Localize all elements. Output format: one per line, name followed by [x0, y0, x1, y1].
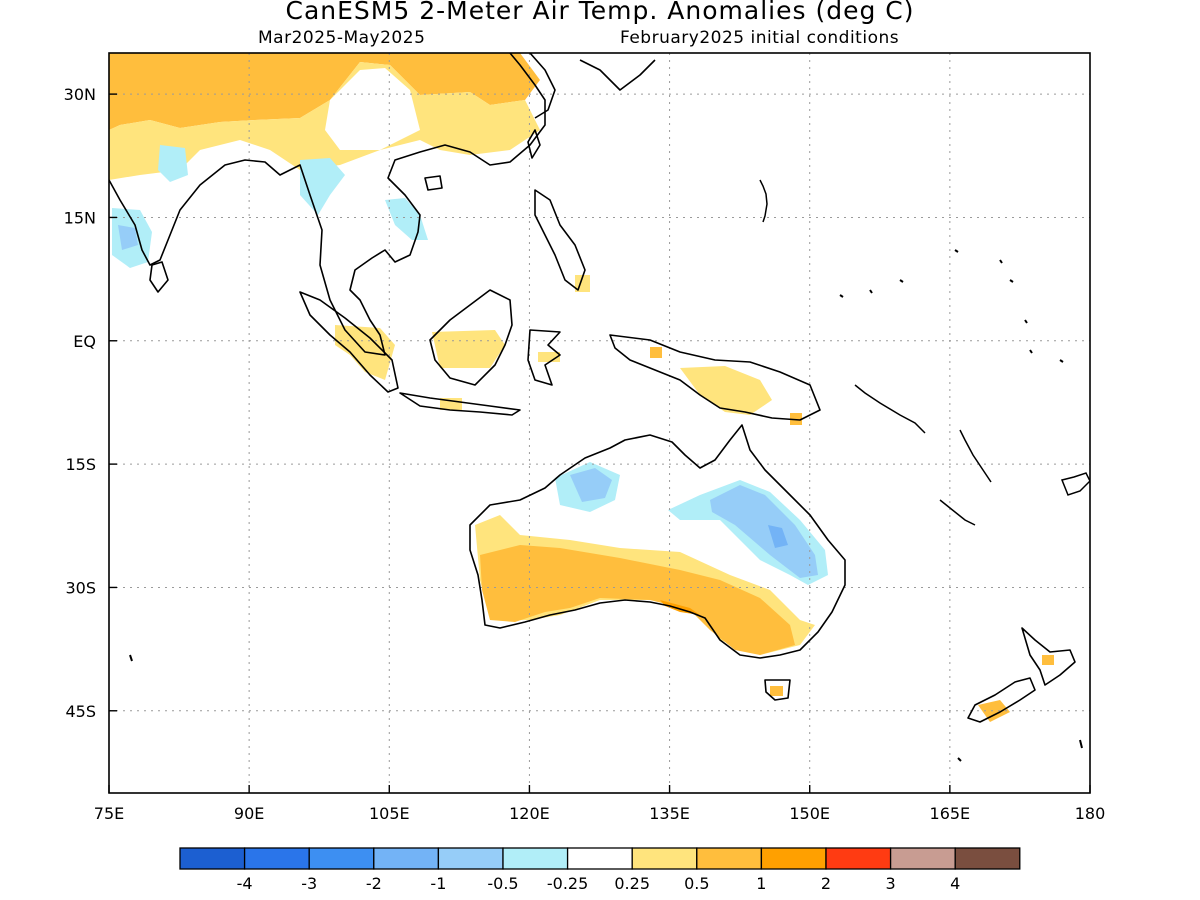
colorbar-swatch — [373, 847, 440, 870]
colorbar-label: 1 — [756, 874, 766, 893]
pacific-islands — [129, 179, 1090, 762]
lon-tick-label: 105E — [369, 804, 410, 823]
tasmania-coastline — [764, 679, 791, 701]
colorbar-swatch — [889, 847, 956, 870]
lat-tick-label: 45S — [65, 702, 96, 721]
lon-tick-label: 165E — [930, 804, 971, 823]
colorbar-swatch — [760, 847, 827, 870]
graticule — [109, 53, 1090, 793]
longitude-labels: 75E 90E 105E 120E 135E 150E 165E 180 — [94, 785, 1106, 823]
new-zealand-warm-region — [978, 700, 1010, 722]
kimberley-cool-core — [570, 468, 612, 502]
hainan-coastline — [424, 175, 443, 191]
new-guinea-coastline — [609, 334, 821, 421]
queensland-cool-core — [710, 485, 818, 578]
lat-tick-label: 15N — [64, 208, 96, 227]
java-coastline — [399, 392, 521, 416]
new-zealand-north-coastline — [1021, 627, 1076, 686]
mongolia-light-warm-region — [109, 62, 540, 180]
colorbar-swatch — [696, 847, 763, 870]
colorbar-label: -0.25 — [547, 874, 588, 893]
colorbar-label: -0.5 — [487, 874, 518, 893]
new-guinea-orange-spot — [650, 347, 662, 358]
new-guinea-warm-region — [680, 366, 772, 415]
colorbar-swatch — [437, 847, 504, 870]
colorbar-label: 0.25 — [614, 874, 650, 893]
new-zealand-south-coastline — [967, 677, 1036, 723]
sulawesi-coastline — [527, 329, 561, 386]
colorbar-label: -3 — [301, 874, 317, 893]
australia-coastline — [469, 424, 846, 659]
vietnam-cool-region — [385, 198, 428, 240]
india-cool-region — [158, 145, 188, 182]
borneo-coastline — [429, 289, 513, 386]
borneo-warm-region — [432, 330, 505, 368]
colorbar: -4 -3 -2 -1 -0.5 -0.25 0.25 0.5 1 2 3 4 — [179, 847, 1021, 893]
colorbar-swatch — [502, 847, 569, 870]
anomaly-shading — [109, 53, 1054, 722]
china-tibet-warm-region — [109, 53, 540, 130]
lon-tick-label: 90E — [234, 804, 264, 823]
latitude-labels: 30N 15N EQ 15S 30S 45S — [64, 85, 117, 721]
colorbar-swatch — [243, 847, 310, 870]
queensland-cool-center — [768, 525, 788, 548]
colorbar-swatch — [179, 847, 246, 870]
initial-conditions-label: February2025 initial conditions — [620, 28, 900, 48]
colorbar-label: 4 — [950, 874, 960, 893]
lon-tick-label: 120E — [509, 804, 550, 823]
lat-tick-label: 30S — [65, 578, 96, 597]
lat-tick-label: 15S — [65, 455, 96, 474]
lon-tick-label: 75E — [94, 804, 124, 823]
lon-tick-label: 150E — [789, 804, 830, 823]
sumatra-coastline — [299, 291, 399, 393]
philippines-coastline — [534, 189, 586, 291]
colorbar-swatch — [954, 847, 1021, 870]
colorbar-label: 3 — [886, 874, 896, 893]
sri-lanka-coastline — [149, 261, 169, 293]
korea-japan-coastline — [529, 53, 656, 119]
lon-tick-label: 180 — [1075, 804, 1106, 823]
coastlines — [109, 53, 1076, 723]
colorbar-label: -4 — [237, 874, 253, 893]
colorbar-label: 0.5 — [684, 874, 709, 893]
forecast-period: Mar2025-May2025 — [258, 28, 426, 48]
taiwan-coastline — [527, 129, 541, 159]
colorbar-label: -2 — [366, 874, 382, 893]
australia-warm-region — [480, 545, 795, 655]
new-zealand-north-warm-spot — [1042, 655, 1054, 665]
lat-tick-label: 30N — [64, 85, 96, 104]
asia-coastline — [109, 53, 546, 356]
lat-tick-label: EQ — [73, 332, 96, 351]
india-west-cool-core — [118, 225, 138, 250]
colorbar-swatch — [825, 847, 892, 870]
tasmania-warm-spot — [770, 686, 783, 696]
lon-tick-label: 135E — [649, 804, 690, 823]
colorbar-swatch — [631, 847, 698, 870]
colorbar-swatch — [566, 847, 633, 870]
colorbar-swatch — [308, 847, 375, 870]
colorbar-label: -1 — [430, 874, 446, 893]
himalaya-white-gap — [325, 68, 420, 150]
colorbar-label: 2 — [821, 874, 831, 893]
map-frame — [108, 52, 1091, 794]
chart-title: CanESM5 2-Meter Air Temp. Anomalies (deg… — [285, 0, 915, 25]
